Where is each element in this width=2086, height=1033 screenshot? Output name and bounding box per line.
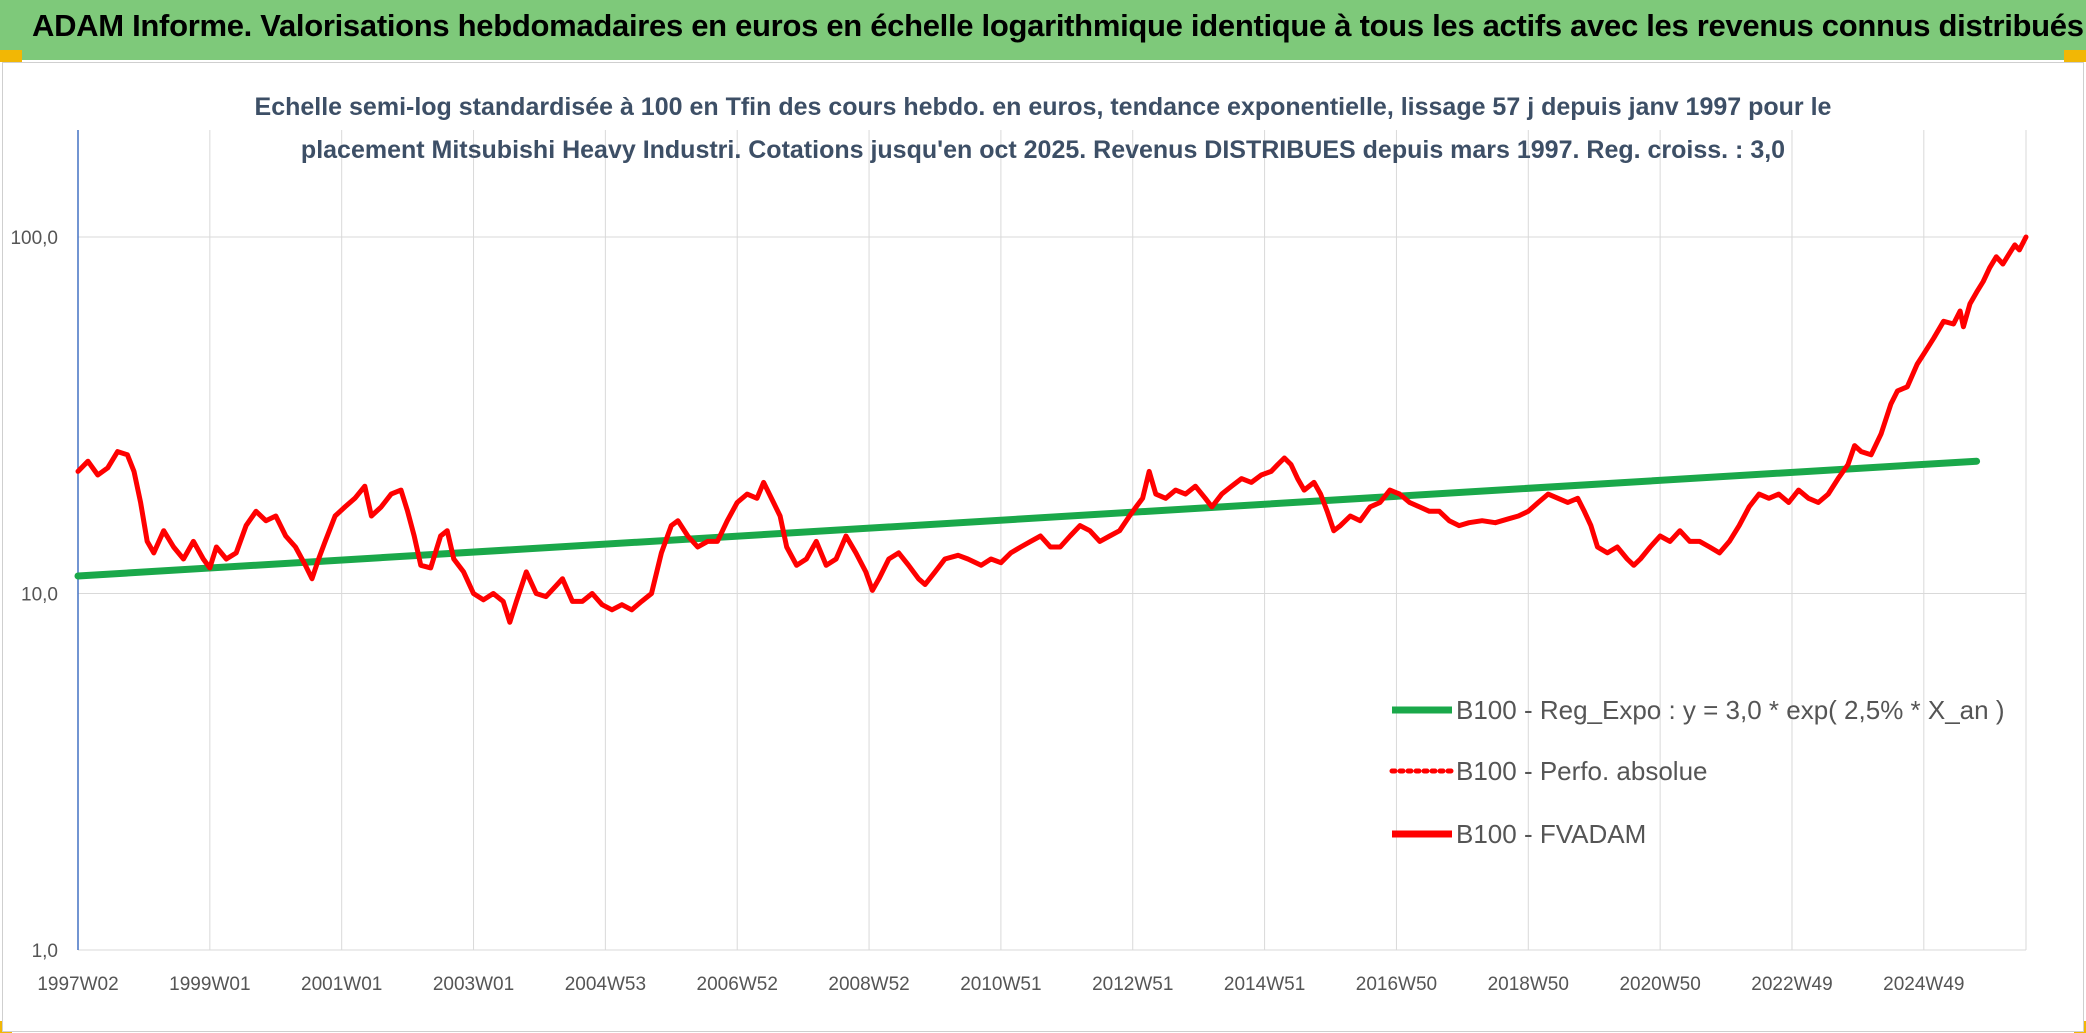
price-line xyxy=(75,234,2029,625)
chart-subtitle-line-1: Echelle semi-log standardisée à 100 en T… xyxy=(255,93,1832,121)
x-tick-label: 2018W50 xyxy=(1488,974,1569,995)
x-tick-label: 2014W51 xyxy=(1224,974,1305,995)
x-tick-label: 2024W49 xyxy=(1883,974,1964,995)
legend-label: B100 - Perfo. absolue xyxy=(1456,756,1708,786)
legend-label: B100 - Reg_Expo : y = 3,0 * exp( 2,5% * … xyxy=(1456,695,2005,725)
chart-frame xyxy=(2,62,2084,1032)
corner-marker-right xyxy=(2064,50,2086,62)
x-tick-label: 2008W52 xyxy=(828,974,909,995)
trend-line xyxy=(74,457,1981,580)
x-tick-label: 2022W49 xyxy=(1751,974,1832,995)
legend: B100 - Reg_Expo : y = 3,0 * exp( 2,5% * … xyxy=(1389,695,2005,849)
corner-marker-left xyxy=(0,50,22,62)
x-tick-label: 2010W51 xyxy=(960,974,1041,995)
header-banner: ADAM Informe. Valorisations hebdomadaire… xyxy=(0,0,2086,60)
x-axis-ticks: 1997W02 1999W01 2001W01 2003W01 2004W53 2006W… xyxy=(37,974,1964,995)
x-tick-label: 2012W51 xyxy=(1092,974,1173,995)
report-title: ADAM Informe. Valorisations hebdomadaire… xyxy=(32,8,2084,43)
x-tick-label: 1999W01 xyxy=(169,974,250,995)
x-tick-label: 2003W01 xyxy=(433,974,514,995)
x-tick-label: 2020W50 xyxy=(1619,974,1700,995)
x-tick-label: 2004W53 xyxy=(565,974,646,995)
y-tick-label: 1,0 xyxy=(32,941,58,962)
series-lines xyxy=(74,234,2029,625)
x-tick-label: 2006W52 xyxy=(697,974,778,995)
legend-label: B100 - FVADAM xyxy=(1456,819,1646,849)
y-tick-label: 100,0 xyxy=(10,228,58,249)
x-tick-label: 2001W01 xyxy=(301,974,382,995)
y-axis-ticks: 1,0 10,0 100,0 xyxy=(10,228,58,962)
x-tick-label: 2016W50 xyxy=(1356,974,1437,995)
y-tick-label: 10,0 xyxy=(21,585,58,606)
x-tick-label: 1997W02 xyxy=(37,974,118,995)
chart-subtitle-line-2: placement Mitsubishi Heavy Industri. Cot… xyxy=(301,136,1785,164)
gridlines xyxy=(77,130,2027,951)
